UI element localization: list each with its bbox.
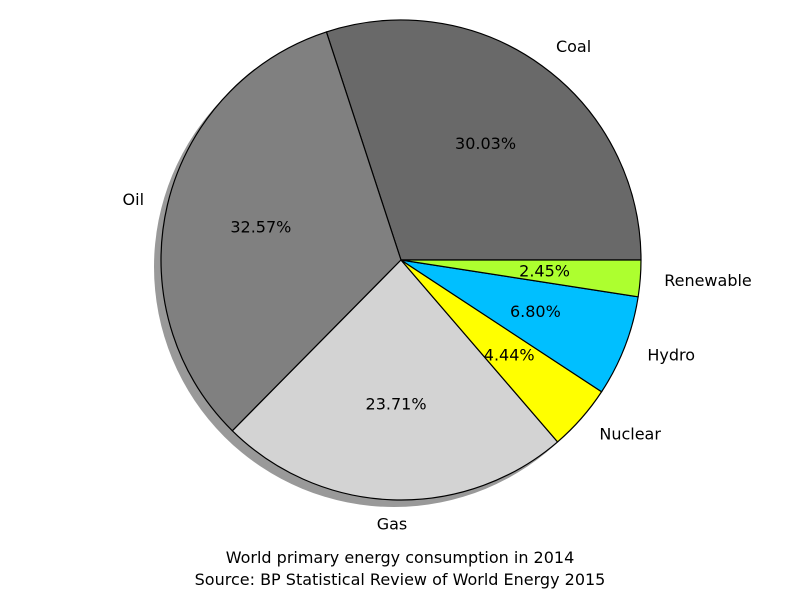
chart-caption-source: Source: BP Statistical Review of World E… <box>194 570 606 589</box>
pct-label-hydro: 6.80% <box>510 302 561 321</box>
category-label-oil: Oil <box>123 190 144 209</box>
pct-label-nuclear: 4.44% <box>484 346 535 365</box>
pct-label-coal: 30.03% <box>455 134 516 153</box>
pct-label-gas: 23.71% <box>366 394 427 413</box>
category-label-gas: Gas <box>377 514 408 533</box>
category-label-nuclear: Nuclear <box>599 425 661 444</box>
category-label-coal: Coal <box>556 37 591 56</box>
pie-slices <box>160 19 642 501</box>
pct-label-oil: 32.57% <box>230 217 291 236</box>
pie-slice-oil <box>160 31 402 432</box>
pct-label-renewable: 2.45% <box>519 262 570 281</box>
pie-slice-coal <box>325 19 642 261</box>
category-label-renewable: Renewable <box>664 271 752 290</box>
pie-slice-gas <box>231 259 559 501</box>
category-label-hydro: Hydro <box>647 345 695 364</box>
chart-caption-title: World primary energy consumption in 2014 <box>225 548 575 567</box>
pie-labels: 30.03% Coal 32.57% Oil 23.71% Gas 4.44% Nuclear… <box>123 37 752 534</box>
pie-slice-renewable <box>400 259 642 298</box>
